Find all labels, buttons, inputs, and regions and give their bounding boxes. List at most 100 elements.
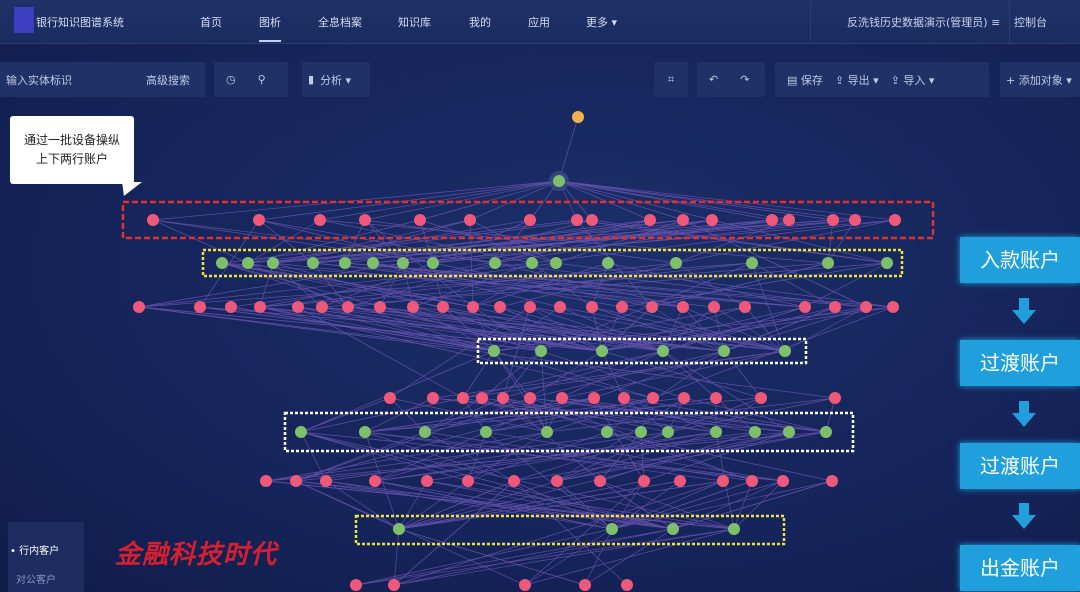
advanced-search-button[interactable]: 高级搜索 xyxy=(146,73,190,87)
account-node[interactable] xyxy=(799,301,811,313)
export-button[interactable]: ⇪ 导出 ▾ xyxy=(834,73,879,87)
account-node[interactable] xyxy=(384,392,396,404)
account-node[interactable] xyxy=(829,392,841,404)
add-object-button[interactable]: + 添加对象 ▾ xyxy=(1000,62,1080,97)
account-node[interactable] xyxy=(677,214,689,226)
account-node[interactable] xyxy=(586,301,598,313)
account-node[interactable] xyxy=(708,301,720,313)
device-node[interactable] xyxy=(267,257,279,269)
account-node[interactable] xyxy=(571,214,583,226)
account-node[interactable] xyxy=(826,475,838,487)
device-node[interactable] xyxy=(746,257,758,269)
device-node[interactable] xyxy=(526,257,538,269)
account-node[interactable] xyxy=(739,301,751,313)
account-node[interactable] xyxy=(524,301,536,313)
account-node[interactable] xyxy=(464,214,476,226)
account-node[interactable] xyxy=(746,475,758,487)
account-node[interactable] xyxy=(717,475,729,487)
account-node[interactable] xyxy=(887,301,899,313)
account-node[interactable] xyxy=(588,392,600,404)
root-node[interactable] xyxy=(572,111,584,123)
device-node[interactable] xyxy=(820,426,832,438)
account-node[interactable] xyxy=(586,214,598,226)
device-node[interactable] xyxy=(657,345,669,357)
nav-apps[interactable]: 应用 xyxy=(528,16,550,29)
device-node[interactable] xyxy=(480,426,492,438)
account-node[interactable] xyxy=(647,392,659,404)
nav-mine[interactable]: 我的 xyxy=(469,16,491,29)
search-input[interactable]: 输入实体标识 xyxy=(6,73,72,87)
device-node[interactable] xyxy=(606,523,618,535)
account-node[interactable] xyxy=(860,301,872,313)
device-node[interactable] xyxy=(367,257,379,269)
account-node[interactable] xyxy=(755,392,767,404)
relationship-graph[interactable] xyxy=(0,100,960,592)
device-node[interactable] xyxy=(489,257,501,269)
account-node[interactable] xyxy=(644,214,656,226)
account-node[interactable] xyxy=(677,301,689,313)
account-node[interactable] xyxy=(508,475,520,487)
account-node[interactable] xyxy=(551,475,563,487)
device-node[interactable] xyxy=(662,426,674,438)
account-node[interactable] xyxy=(427,392,439,404)
account-node[interactable] xyxy=(524,392,536,404)
account-node[interactable] xyxy=(407,301,419,313)
fit-screen-button[interactable]: ⌗ xyxy=(654,62,688,97)
device-node[interactable] xyxy=(728,523,740,535)
account-node[interactable] xyxy=(476,392,488,404)
device-node[interactable] xyxy=(822,257,834,269)
account-node[interactable] xyxy=(494,301,506,313)
device-node[interactable] xyxy=(718,345,730,357)
account-node[interactable] xyxy=(674,475,686,487)
account-node[interactable] xyxy=(359,214,371,226)
device-node[interactable] xyxy=(550,257,562,269)
device-node[interactable] xyxy=(779,345,791,357)
account-node[interactable] xyxy=(706,214,718,226)
account-node[interactable] xyxy=(388,579,400,591)
device-node[interactable] xyxy=(393,523,405,535)
nav-knowledge-base[interactable]: 知识库 xyxy=(398,16,431,29)
account-node[interactable] xyxy=(827,214,839,226)
device-node[interactable] xyxy=(541,426,553,438)
device-node[interactable] xyxy=(749,426,761,438)
account-node[interactable] xyxy=(374,301,386,313)
save-button[interactable]: ▤ 保存 xyxy=(787,73,823,87)
device-node[interactable] xyxy=(667,523,679,535)
account-node[interactable] xyxy=(618,392,630,404)
account-node[interactable] xyxy=(369,475,381,487)
device-node[interactable] xyxy=(635,426,647,438)
account-node[interactable] xyxy=(437,301,449,313)
undo-icon[interactable]: ↶ xyxy=(709,73,719,86)
import-button[interactable]: ⇪ 导入 ▾ xyxy=(890,73,935,87)
account-node[interactable] xyxy=(225,301,237,313)
nav-graph-analysis[interactable]: 图析 xyxy=(259,16,281,42)
account-node[interactable] xyxy=(133,301,145,313)
redo-icon[interactable]: ↷ xyxy=(740,73,750,86)
location-pin-icon[interactable]: ⚲ xyxy=(257,73,266,86)
nav-holographic-archive[interactable]: 全息档案 xyxy=(318,16,362,29)
device-node[interactable] xyxy=(307,257,319,269)
account-node[interactable] xyxy=(849,214,861,226)
device-node[interactable] xyxy=(881,257,893,269)
legend-corporate-customer[interactable]: 对公客户 xyxy=(16,575,56,586)
analyze-dropdown[interactable]: ▮ 分析 ▾ xyxy=(302,62,370,97)
legend-retail-customer[interactable]: • 行内客户 xyxy=(10,546,60,557)
device-node[interactable] xyxy=(596,345,608,357)
device-node[interactable] xyxy=(783,426,795,438)
device-node[interactable] xyxy=(601,426,613,438)
device-node[interactable] xyxy=(216,257,228,269)
device-node[interactable] xyxy=(339,257,351,269)
account-node[interactable] xyxy=(524,214,536,226)
account-node[interactable] xyxy=(710,392,722,404)
account-node[interactable] xyxy=(290,475,302,487)
account-node[interactable] xyxy=(254,301,266,313)
account-node[interactable] xyxy=(519,579,531,591)
account-node[interactable] xyxy=(253,214,265,226)
device-node[interactable] xyxy=(419,426,431,438)
account-node[interactable] xyxy=(766,214,778,226)
account-node[interactable] xyxy=(314,214,326,226)
account-node[interactable] xyxy=(616,301,628,313)
account-node[interactable] xyxy=(462,475,474,487)
account-node[interactable] xyxy=(194,301,206,313)
account-node[interactable] xyxy=(260,475,272,487)
